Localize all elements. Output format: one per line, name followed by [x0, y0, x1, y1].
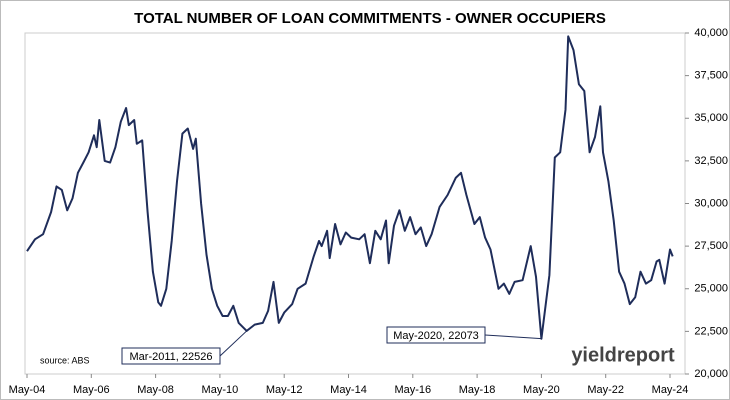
logo: yieldreport [571, 344, 675, 366]
x-tick-label: May-06 [73, 384, 110, 396]
x-tick-label: May-22 [587, 384, 624, 396]
annotation-label: May-2020, 22073 [393, 330, 479, 342]
y-tick-label: 20,000 [694, 368, 728, 380]
y-tick-label: 35,000 [694, 112, 728, 124]
x-tick-label: May-08 [137, 384, 174, 396]
y-tick-label: 22,500 [694, 325, 728, 337]
annotation-leader [219, 330, 248, 357]
annotation-box [386, 326, 486, 344]
source: source: ABS [40, 355, 90, 365]
annotation-box [121, 347, 221, 365]
x-tick-label: May-12 [266, 384, 303, 396]
x-tick-label: May-18 [459, 384, 496, 396]
y-tick-label: 37,500 [694, 70, 728, 82]
y-tick-label: 40,000 [694, 27, 728, 39]
y-tick-label: 32,500 [694, 155, 728, 167]
y-tick-label: 30,000 [694, 197, 728, 209]
annotation-leader [484, 334, 542, 340]
annotation-label: Mar-2011, 22526 [130, 351, 213, 363]
y-tick-label: 25,000 [694, 283, 728, 295]
x-tick-label: May-04 [9, 384, 46, 396]
x-tick-label: May-20 [523, 384, 560, 396]
y-tick-label: 27,500 [694, 240, 728, 252]
data-line [26, 35, 674, 340]
x-tick-label: May-16 [394, 384, 431, 396]
chart-title: TOTAL NUMBER OF LOAN COMMITMENTS - OWNER… [134, 10, 606, 27]
x-tick-label: May-14 [330, 384, 367, 396]
x-tick-label: May-24 [652, 384, 689, 396]
x-tick-label: May-10 [202, 384, 239, 396]
